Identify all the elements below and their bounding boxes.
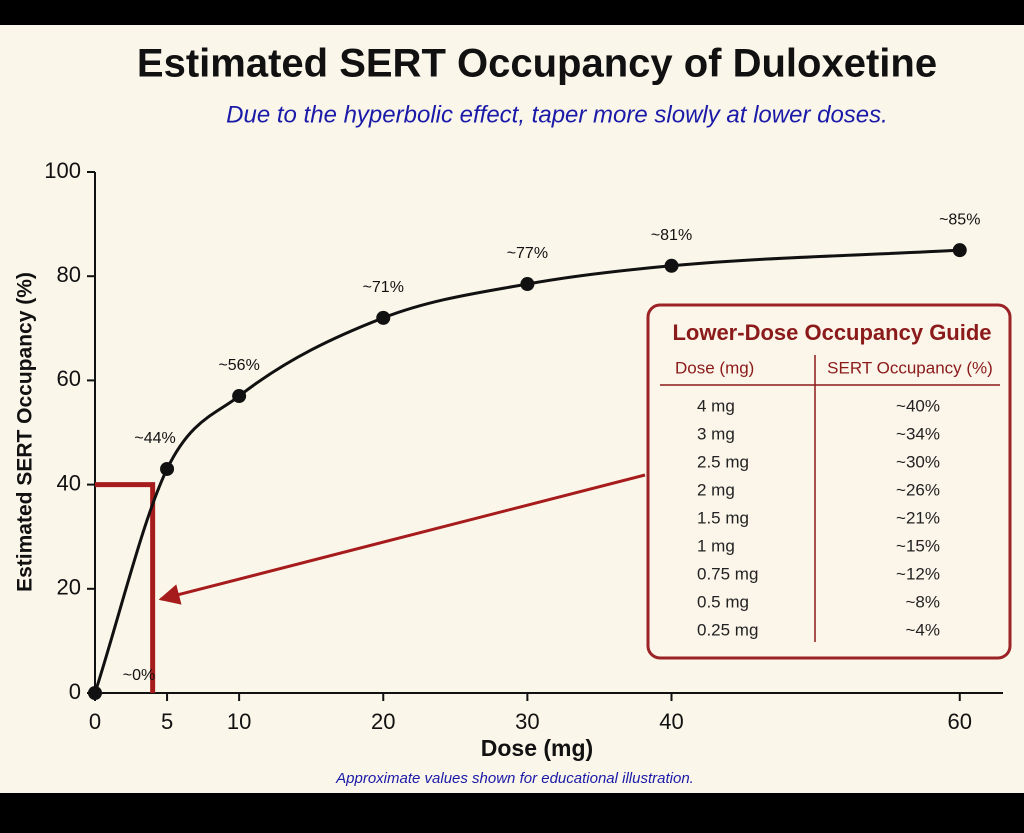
y-tick-label: 20 <box>57 575 81 600</box>
table-cell: ~34% <box>896 424 940 443</box>
table-cell: ~30% <box>896 452 940 471</box>
table-cell: ~26% <box>896 480 940 499</box>
data-point <box>664 258 679 273</box>
table-cell: ~8% <box>906 592 941 611</box>
table-cell: ~21% <box>896 508 940 527</box>
data-point <box>520 277 535 292</box>
highlight-guide <box>95 482 156 693</box>
x-tick-label: 5 <box>161 709 173 734</box>
guide-table: Lower-Dose Occupancy Guide Dose (mg) SER… <box>646 303 1012 660</box>
y-axis-label: Estimated SERT Occupancy (%) <box>14 272 37 592</box>
footnote: Approximate values shown for educational… <box>335 770 694 787</box>
data-label: ~85% <box>939 211 980 228</box>
chart-title: Estimated SERT Occupancy of Duloxetine <box>137 42 937 86</box>
x-tick-label: 10 <box>227 709 251 734</box>
table-frame <box>646 303 1012 660</box>
y-tick-label: 40 <box>57 470 81 495</box>
table-cell: 0.5 mg <box>697 592 749 611</box>
table-cell: 0.75 mg <box>697 564 758 583</box>
y-tick-label: 0 <box>69 679 81 704</box>
data-label: ~71% <box>363 279 404 296</box>
table-header: Dose (mg) <box>675 358 754 377</box>
table-cell: ~4% <box>906 620 941 639</box>
guide-arrow <box>158 473 646 605</box>
table-cell: 4 mg <box>697 396 735 415</box>
x-tick-label: 60 <box>948 709 972 734</box>
data-point <box>232 389 247 404</box>
y-tick-label: 60 <box>57 366 81 391</box>
x-tick-label: 0 <box>89 709 101 734</box>
table-cell: 1.5 mg <box>697 508 749 527</box>
data-point <box>376 310 391 325</box>
table-cell: ~40% <box>896 396 940 415</box>
data-label: ~77% <box>507 245 548 262</box>
data-label: ~56% <box>218 357 259 374</box>
x-axis-label: Dose (mg) <box>481 735 593 761</box>
data-label: ~81% <box>651 227 692 244</box>
y-tick-label: 80 <box>57 262 81 287</box>
table-cell: ~15% <box>896 536 940 555</box>
x-tick-label: 40 <box>659 709 683 734</box>
y-tick-label: 100 <box>44 158 81 183</box>
table-cell: ~12% <box>896 564 940 583</box>
table-cell: 1 mg <box>697 536 735 555</box>
chart-subtitle: Due to the hyperbolic effect, taper more… <box>226 101 888 128</box>
data-label: ~44% <box>134 430 175 447</box>
table-cell: 2.5 mg <box>697 452 749 471</box>
x-tick-label: 20 <box>371 709 395 734</box>
table-cell: 3 mg <box>697 424 735 443</box>
table-title: Lower-Dose Occupancy Guide <box>672 320 991 345</box>
table-header: SERT Occupancy (%) <box>827 358 993 377</box>
table-cell: 0.25 mg <box>697 620 758 639</box>
data-point <box>952 243 967 258</box>
table-cell: 2 mg <box>697 480 735 499</box>
data-point <box>160 461 175 476</box>
data-point <box>88 686 102 700</box>
x-tick-label: 30 <box>515 709 539 734</box>
data-label: ~0% <box>123 667 155 684</box>
